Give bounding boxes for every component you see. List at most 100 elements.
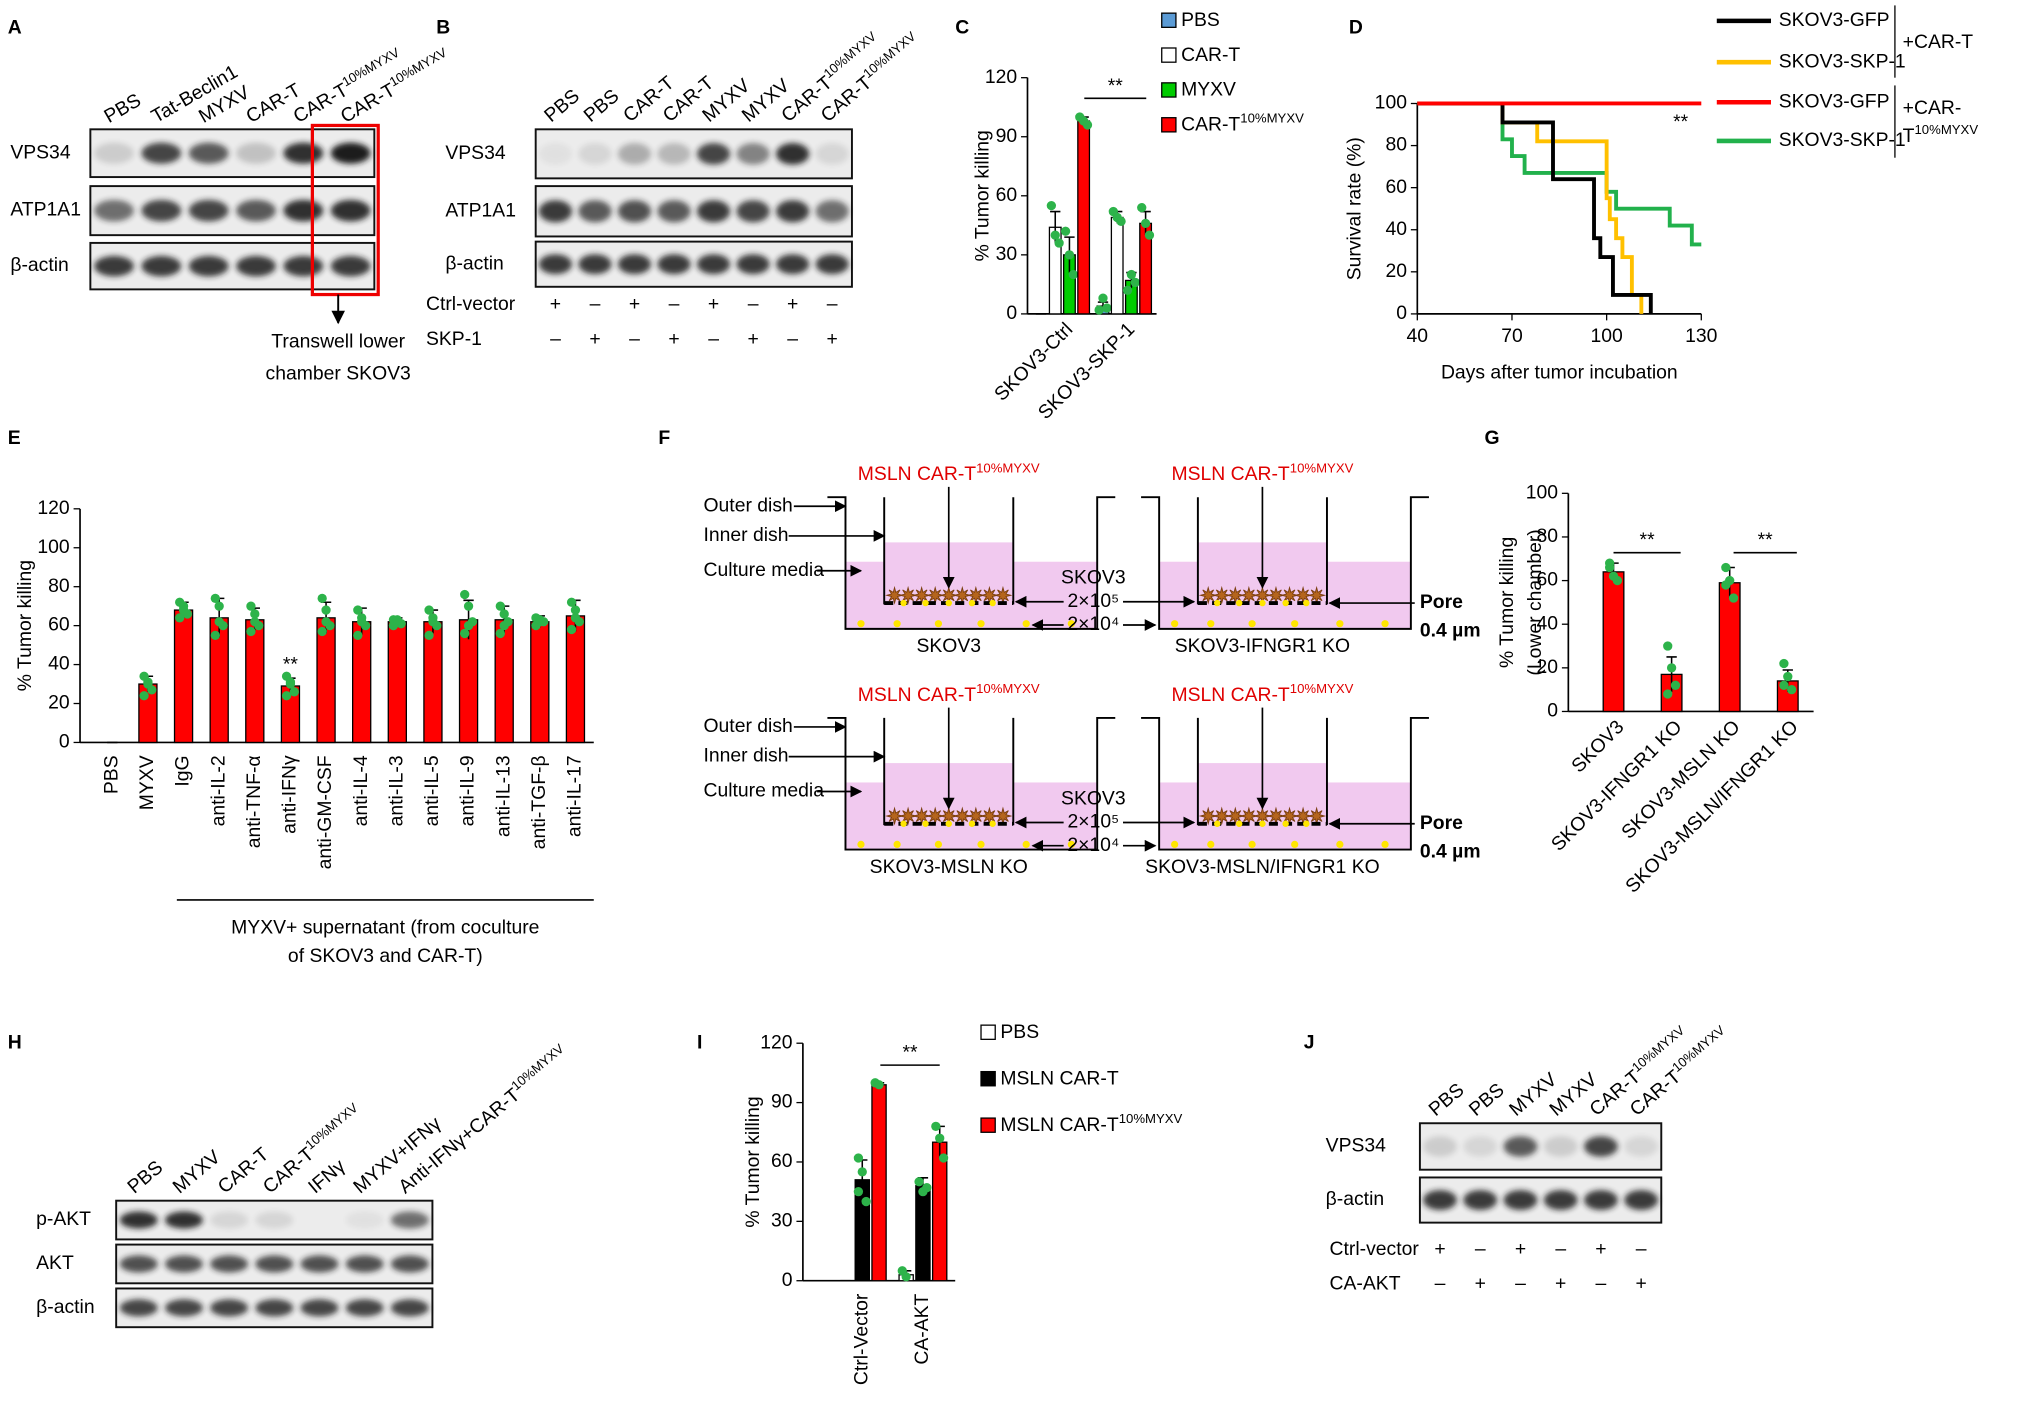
tumor-cell — [1225, 806, 1245, 826]
legend-group-label: +CAR-T — [1903, 31, 1974, 53]
data-point — [1779, 680, 1789, 690]
tumor-cell — [1280, 806, 1300, 826]
cell-dot — [977, 620, 985, 628]
x-tick-label: anti-GM-CSF — [314, 755, 336, 869]
band — [776, 254, 810, 275]
cell-dot — [934, 620, 943, 628]
band — [1543, 1136, 1578, 1157]
lane-label: Anti-IFNγ+CAR-T10%MYXV — [393, 1041, 573, 1198]
legend-label: MSLN CAR-T — [1000, 1067, 1118, 1089]
count: 2×10⁴ — [1067, 613, 1119, 635]
band — [736, 200, 770, 223]
y-tick-label: 100 — [1375, 92, 1408, 114]
band — [736, 143, 770, 165]
x-tick-label: CA-AKT — [911, 1293, 933, 1364]
cart-label-main: MSLN CAR-T — [1171, 463, 1289, 485]
dish-label: Outer dish — [703, 715, 792, 737]
y-tick-label: 0 — [782, 1269, 793, 1291]
data-point — [499, 609, 509, 619]
x-tick-label: 130 — [1685, 325, 1718, 347]
row-label: VPS34 — [1326, 1135, 1387, 1157]
y-tick-label: 100 — [1526, 481, 1559, 503]
band — [283, 199, 324, 222]
significance: ** — [1108, 75, 1124, 97]
y-tick-label: 0 — [1547, 700, 1558, 722]
cart-label-main: MSLN CAR-T — [1171, 684, 1289, 706]
band — [696, 254, 731, 275]
tumor-cell — [952, 585, 972, 605]
tumor-cell — [1212, 585, 1232, 605]
band — [119, 1299, 158, 1317]
band — [776, 143, 810, 165]
x-tick-label: anti-IL-9 — [457, 755, 479, 826]
legend-swatch — [1161, 12, 1177, 28]
y-tick-label: 20 — [1385, 260, 1407, 282]
condition-sign: + — [589, 328, 600, 350]
y-tick-label: 90 — [771, 1091, 793, 1113]
condition-sign: + — [629, 293, 640, 315]
panel-label: D — [1349, 17, 1363, 39]
annotation: Transwell lower — [271, 330, 405, 352]
panel-label: J — [1304, 1031, 1315, 1053]
data-point — [317, 593, 327, 604]
data-point — [214, 601, 224, 611]
y-tick-label: 120 — [760, 1031, 793, 1053]
legend-swatch — [980, 1024, 996, 1040]
band — [696, 143, 731, 165]
cell-dot — [1248, 840, 1256, 849]
condition-sign: – — [748, 293, 759, 315]
row-label: β-actin — [36, 1296, 94, 1318]
data-point — [392, 615, 402, 625]
cell-dot — [1067, 840, 1075, 849]
survival-curve — [1417, 101, 1702, 247]
legend-swatch — [1161, 82, 1177, 98]
x-tick-label: anti-IFNγ — [279, 755, 301, 834]
caption: SKOV3-MSLN/IFNGR1 KO — [1145, 856, 1380, 878]
tumor-cell — [1280, 585, 1300, 605]
tumor-cell — [1307, 585, 1327, 605]
cell-dot — [945, 820, 952, 827]
cell-dot — [934, 840, 943, 849]
condition-sign: – — [1636, 1238, 1647, 1260]
data-point — [353, 605, 363, 615]
band — [815, 143, 849, 165]
legend-group-label-sup: 10%MYXV — [1914, 123, 1978, 138]
cart-label-main: MSLN CAR-T — [858, 463, 976, 485]
cart-label: MSLN CAR-T10%MYXV — [858, 461, 1040, 486]
data-point — [1783, 671, 1793, 682]
data-point — [460, 589, 470, 600]
cell-line: SKOV3 — [1061, 567, 1126, 589]
x-tick-label: 100 — [1590, 325, 1623, 347]
condition-sign: + — [1434, 1238, 1445, 1260]
band — [94, 199, 134, 222]
lane-label-sup: 10%MYXV — [303, 1100, 362, 1153]
panel-label: I — [697, 1031, 702, 1053]
dish-label: Inner dish — [703, 524, 788, 546]
tumor-cell — [966, 585, 986, 605]
panel-label: A — [8, 17, 22, 39]
data-point — [901, 1272, 911, 1282]
condition-sign: – — [787, 328, 798, 350]
data-point — [931, 1121, 941, 1131]
data-point — [424, 605, 434, 615]
dish-label: Inner dish — [703, 745, 788, 767]
data-point — [1144, 230, 1155, 240]
x-tick-label: PBS — [100, 755, 122, 794]
tumor-cell — [952, 806, 972, 826]
condition-label: Ctrl-vector — [1330, 1238, 1420, 1260]
y-tick-label: 30 — [996, 243, 1018, 265]
legend-group-label: T10%MYXV — [1903, 123, 1979, 148]
y-tick-label: 100 — [37, 536, 70, 558]
data-point — [139, 691, 149, 701]
tumor-cell — [993, 585, 1013, 605]
data-point — [861, 1196, 871, 1207]
panel-label: G — [1484, 427, 1499, 449]
x-tick-label: anti-TGF-β — [528, 755, 550, 849]
data-point — [1663, 689, 1673, 699]
data-point — [250, 617, 260, 627]
band — [300, 1255, 339, 1273]
blot-frame — [1418, 1176, 1663, 1224]
band — [617, 143, 652, 165]
tumor-cell — [993, 806, 1013, 826]
